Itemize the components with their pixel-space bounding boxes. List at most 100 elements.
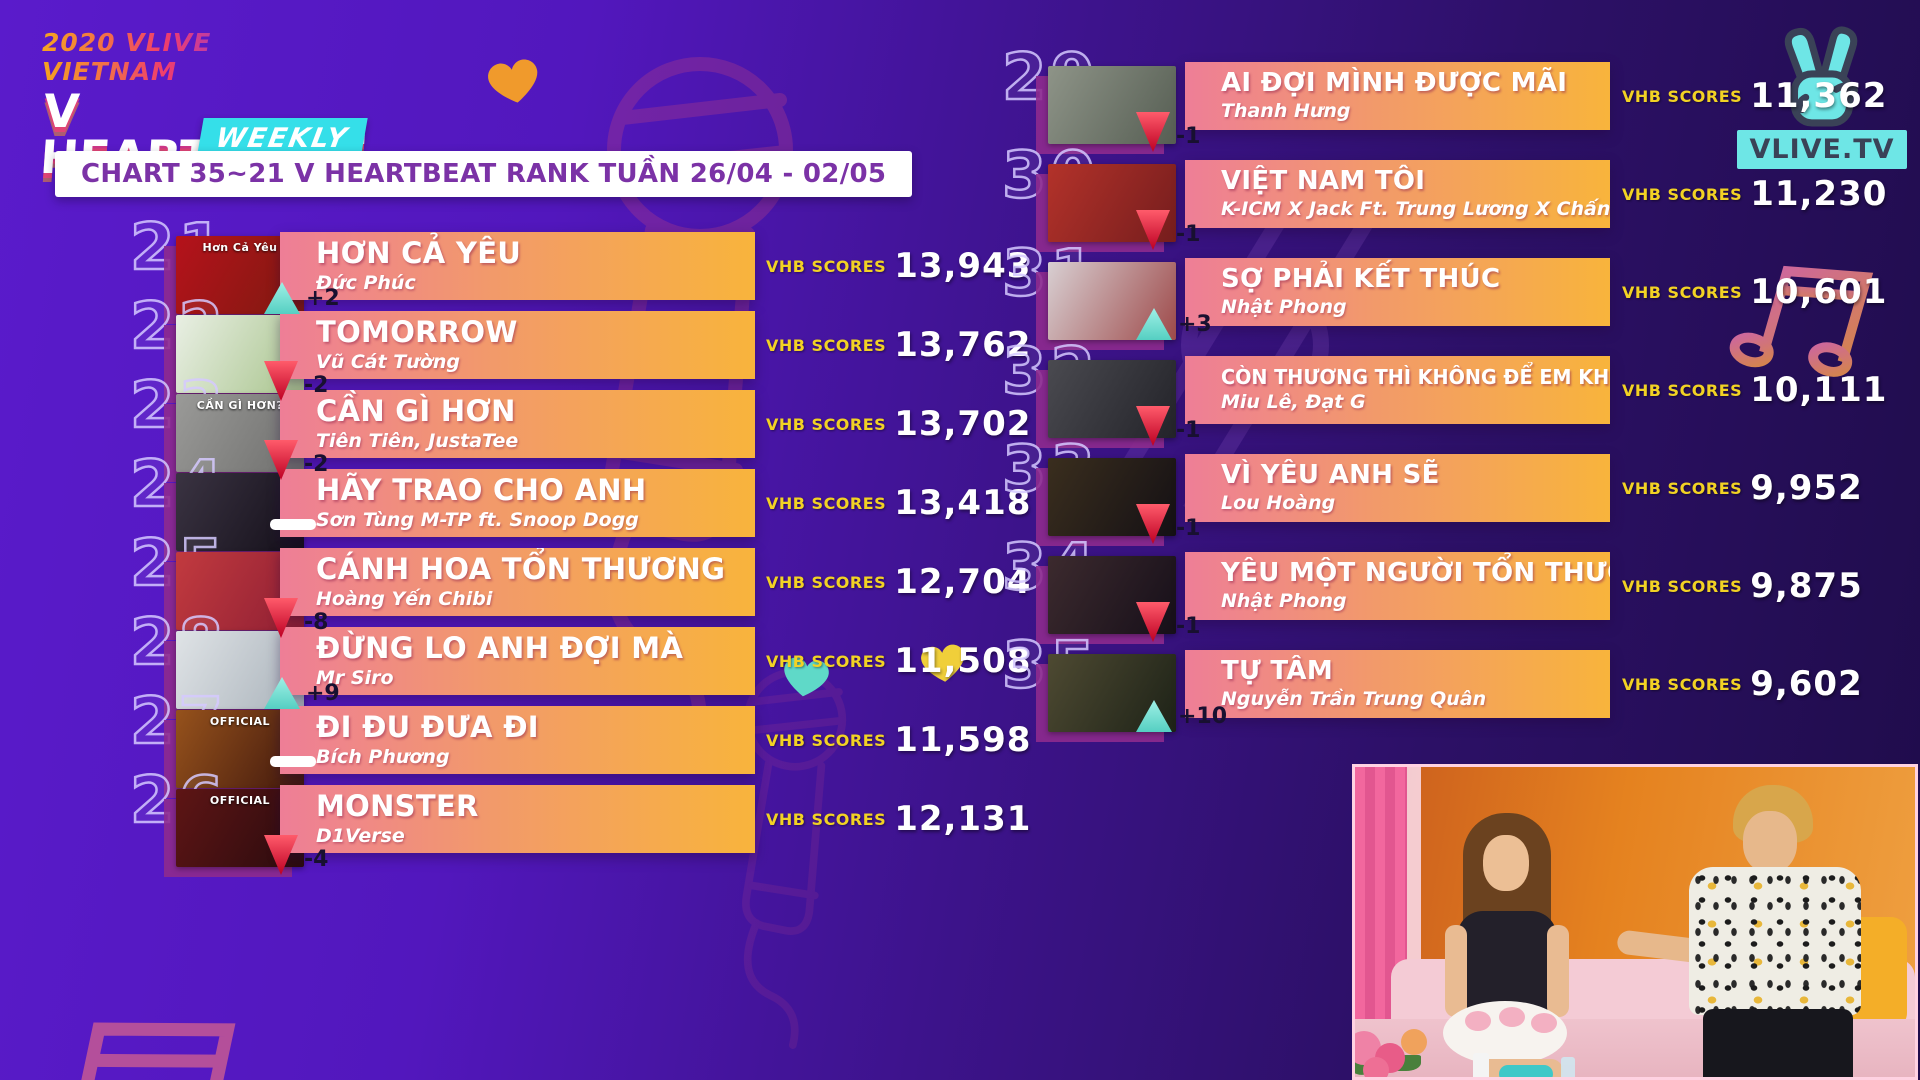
thumbnail: -1: [1036, 164, 1200, 252]
vlive-hand-icon: [1784, 26, 1859, 127]
song-title: CẦN GÌ HƠN: [316, 394, 516, 429]
chart-column-right: 29 -1 AI ĐỢI MÌNH ĐƯỢC MÃI Thanh Hưng VH…: [1000, 45, 1900, 744]
artist-name: Vũ Cát Tường: [316, 350, 460, 373]
score: VHB SCORES 11,508: [766, 627, 1031, 695]
score: VHB SCORES 11,598: [766, 706, 1031, 774]
artist-name: Mr Siro: [316, 666, 394, 689]
thumbnail-label: Hơn Cả Yêu: [202, 241, 278, 254]
artist-name: D1Verse: [316, 824, 405, 847]
person-shirt: [1689, 867, 1861, 1015]
song-bar: AI ĐỢI MÌNH ĐƯỢC MÃI Thanh Hưng: [1185, 62, 1610, 130]
score-label: VHB SCORES: [766, 651, 887, 671]
rank-change-value: -2: [304, 373, 329, 398]
thumbnail-label: OFFICIAL: [209, 715, 271, 728]
song-title: CÒN THƯƠNG THÌ KHÔNG ĐỂ EM KHÓC: [1221, 365, 1610, 389]
song-title: CÁNH HOA TỔN THƯƠNG: [316, 552, 726, 587]
thumbnail: +3: [1036, 262, 1212, 350]
rank-change: -1: [1136, 504, 1200, 544]
chart-row: 25 -8 CÁNH HOA TỔN THƯƠNG Hoàng Yến Chib…: [128, 531, 1030, 640]
score-label: VHB SCORES: [766, 572, 887, 592]
rank-change: -1: [1136, 602, 1200, 642]
music-note-icon: [64, 1022, 236, 1080]
chart-row: 27 OFFICIAL ĐI ĐU ĐƯA ĐI Bích Phương VHB…: [128, 689, 1030, 798]
video-feed: [1352, 764, 1918, 1080]
rank-change: +3: [1136, 308, 1212, 340]
score-label: VHB SCORES: [1622, 380, 1743, 400]
artist-name: K-ICM X Jack Ft. Trung Lương X Chấn Quốc: [1221, 198, 1610, 221]
thumbnail: CẦN GÌ HƠN? -2: [164, 394, 328, 482]
rank-change: -1: [1136, 210, 1200, 250]
score-label: VHB SCORES: [766, 414, 887, 434]
rank-change-icon: [1136, 602, 1170, 642]
song-bar: SỢ PHẢI KẾT THÚC Nhật Phong: [1185, 258, 1610, 326]
chart-row: 30 -1 VIỆT NAM TÔI K-ICM X Jack Ft. Trun…: [1000, 143, 1900, 254]
score: VHB SCORES 9,952: [1622, 454, 1863, 522]
chart-row: 23 CẦN GÌ HƠN? -2 CẦN GÌ HƠN Tiên Tiên, …: [128, 373, 1030, 482]
flower: [1401, 1029, 1427, 1055]
rank-change: -1: [1136, 112, 1200, 152]
rank-change-value: -1: [1176, 614, 1201, 639]
plush-pad: [1465, 1011, 1491, 1031]
chart-row: 35 +10 TỰ TÂM Nguyễn Trần Trung Quân VHB…: [1000, 633, 1900, 744]
score-value: 13,943: [894, 246, 1032, 286]
person-face: [1743, 811, 1797, 873]
thumbnail: -1: [1036, 66, 1200, 154]
thumbnail: -1: [1036, 458, 1200, 546]
song-title: HÃY TRAO CHO ANH: [316, 473, 647, 508]
score-label: VHB SCORES: [1622, 282, 1743, 302]
score-value: 9,952: [1750, 468, 1863, 508]
score-value: 11,362: [1750, 76, 1888, 116]
rank-change-icon: [264, 361, 298, 401]
score: VHB SCORES 12,131: [766, 785, 1031, 853]
thumbnail: [164, 473, 316, 561]
song-bar: CÁNH HOA TỔN THƯƠNG Hoàng Yến Chibi: [280, 548, 755, 616]
score-label: VHB SCORES: [1622, 478, 1743, 498]
artist-name: Thanh Hưng: [1221, 100, 1351, 123]
chart-row: 31 +3 SỢ PHẢI KẾT THÚC Nhật Phong VHB SC…: [1000, 241, 1900, 352]
chart-row: 21 Hơn Cả Yêu +2 HƠN CẢ YÊU Đức Phúc VHB…: [128, 215, 1030, 324]
song-bar: YÊU MỘT NGƯỜI TỔN THƯƠNG Nhật Phong: [1185, 552, 1610, 620]
artist-name: Nguyễn Trần Trung Quân: [1221, 688, 1487, 711]
score-value: 9,875: [1750, 566, 1863, 606]
song-bar: ĐI ĐU ĐƯA ĐI Bích Phương: [280, 706, 755, 774]
song-bar: VIỆT NAM TÔI K-ICM X Jack Ft. Trung Lươn…: [1185, 160, 1610, 228]
chart-row: 24 HÃY TRAO CHO ANH Sơn Tùng M-TP ft. Sn…: [128, 452, 1030, 561]
score: VHB SCORES 9,875: [1622, 552, 1863, 620]
artist-name: Đức Phúc: [316, 271, 416, 294]
song-bar: CẦN GÌ HƠN Tiên Tiên, JustaTee: [280, 390, 755, 458]
chart-column-left: 21 Hơn Cả Yêu +2 HƠN CẢ YÊU Đức Phúc VHB…: [128, 215, 1030, 877]
rank-change: [264, 756, 322, 773]
song-bar: VÌ YÊU ANH SẼ Lou Hoàng: [1185, 454, 1610, 522]
rank-change: -8: [264, 598, 328, 638]
rank-change-icon: [1136, 406, 1170, 446]
score: VHB SCORES 10,111: [1622, 356, 1887, 424]
score-value: 11,230: [1750, 174, 1888, 214]
song-title: AI ĐỢI MÌNH ĐƯỢC MÃI: [1221, 67, 1568, 98]
plush-pad: [1499, 1007, 1525, 1027]
rank-change: -2: [264, 440, 328, 480]
rank-change: [264, 519, 322, 536]
score: VHB SCORES 13,418: [766, 469, 1031, 537]
rank-change-value: +3: [1178, 312, 1212, 337]
score-value: 13,762: [894, 325, 1032, 365]
rank-change: +2: [264, 282, 340, 314]
chart-row: 34 -1 YÊU MỘT NGƯỜI TỔN THƯƠNG Nhật Phon…: [1000, 535, 1900, 646]
score-value: 11,508: [894, 641, 1032, 681]
score-value: 9,602: [1750, 664, 1863, 704]
song-title: TỰ TÂM: [1221, 655, 1334, 686]
thumbnail: -1: [1036, 556, 1200, 644]
person-face: [1483, 835, 1529, 891]
artist-name: Nhật Phong: [1221, 296, 1347, 319]
song-title: ĐI ĐU ĐƯA ĐI: [316, 710, 539, 745]
rank-change-icon: [1136, 112, 1170, 152]
person-arm: [1445, 925, 1467, 1017]
person-pants: [1703, 1009, 1853, 1077]
chart-row: 29 -1 AI ĐỢI MÌNH ĐƯỢC MÃI Thanh Hưng VH…: [1000, 45, 1900, 156]
rank-change: -1: [1136, 406, 1200, 446]
vheartbeat-logo: 2020 VLIVE VIETNAM V HEARTBEATTM WEEKLY: [39, 28, 368, 184]
score: VHB SCORES 11,230: [1622, 160, 1887, 228]
song-title: ĐỪNG LO ANH ĐỢI MÀ: [316, 631, 684, 666]
video-person-right: [1616, 785, 1881, 1077]
rank-change-icon: [1136, 700, 1172, 732]
song-title: HƠN CẢ YÊU: [316, 236, 522, 271]
